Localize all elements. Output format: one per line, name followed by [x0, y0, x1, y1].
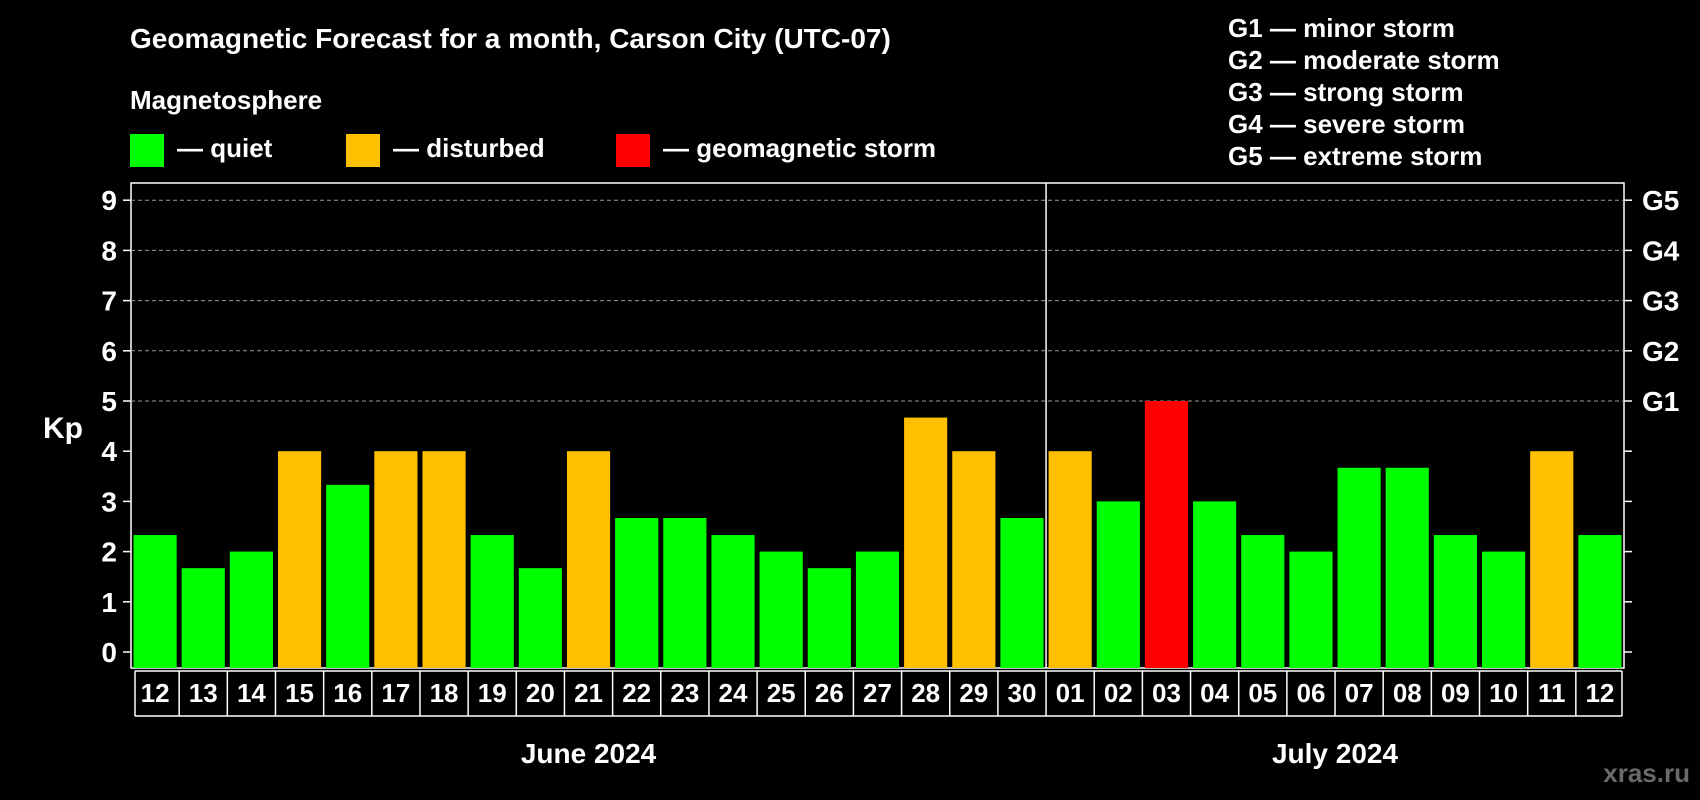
bar-quiet: [1433, 535, 1478, 668]
bar-disturbed: [422, 451, 466, 668]
right-tick-label-g1: G1: [1642, 386, 1679, 417]
legend-label-storm: — geomagnetic storm: [663, 133, 936, 163]
x-tick-label: 24: [719, 678, 748, 708]
bar-quiet: [1193, 501, 1237, 668]
y-tick-label: 2: [101, 537, 117, 568]
bar-quiet: [1337, 467, 1381, 668]
legend: — quiet — disturbed — geomagnetic storm: [130, 133, 936, 167]
x-tick-label: 09: [1441, 678, 1470, 708]
y-tick-label: 7: [101, 286, 117, 317]
legend-title: Magnetosphere: [130, 85, 322, 115]
y-tick-label: 0: [101, 637, 117, 668]
x-tick-label: 07: [1345, 678, 1374, 708]
legend-swatch-quiet: [130, 134, 164, 167]
y-tick-label: 5: [101, 386, 117, 417]
x-tick-label: 23: [670, 678, 699, 708]
x-tick-label: 26: [815, 678, 844, 708]
y-tick-label: 4: [101, 436, 117, 467]
storm-scale-g2: G2 — moderate storm: [1228, 45, 1500, 75]
x-tick-label: 12: [141, 678, 170, 708]
x-tick-label: 18: [430, 678, 459, 708]
bar-quiet: [1289, 551, 1333, 668]
bar-disturbed: [374, 451, 418, 668]
x-tick-label: 15: [285, 678, 314, 708]
x-tick-label: 10: [1489, 678, 1518, 708]
bar-disturbed: [952, 451, 996, 668]
legend-label-disturbed: — disturbed: [393, 133, 545, 163]
bar-disturbed: [566, 451, 611, 668]
y-tick-label: 3: [101, 486, 117, 517]
storm-scale-g5: G5 — extreme storm: [1228, 141, 1482, 171]
bar-disturbed: [1530, 451, 1574, 668]
y-tick-label: 6: [101, 336, 117, 367]
x-tick-label: 19: [478, 678, 507, 708]
storm-scale-g1: G1 — minor storm: [1228, 13, 1455, 43]
bar-quiet: [855, 551, 900, 668]
x-tick-label: 21: [574, 678, 603, 708]
x-tick-label: 14: [237, 678, 266, 708]
y-axis-label: Kp: [43, 412, 83, 445]
right-tick-label-g4: G4: [1642, 235, 1680, 266]
month-label: June 2024: [521, 738, 657, 769]
storm-scale-g3: G3 — strong storm: [1228, 77, 1463, 107]
legend-label-quiet: — quiet: [177, 133, 273, 163]
x-tick-label: 04: [1200, 678, 1229, 708]
x-tick-label: 30: [1008, 678, 1037, 708]
y-tick-label: 8: [101, 235, 117, 266]
bar-quiet: [615, 517, 659, 668]
x-tick-label: 05: [1248, 678, 1277, 708]
bar-quiet: [1096, 501, 1140, 668]
x-tick-label: 16: [333, 678, 362, 708]
bar-quiet: [1000, 517, 1044, 668]
right-tick-label-g5: G5: [1642, 185, 1679, 216]
bar-quiet: [133, 535, 177, 668]
bar-quiet: [663, 517, 707, 668]
bar-quiet: [1385, 467, 1429, 668]
x-tick-label: 25: [767, 678, 796, 708]
bar-storm: [1144, 401, 1189, 668]
x-tick-label: 03: [1152, 678, 1181, 708]
storm-scale-g4: G4 — severe storm: [1228, 109, 1465, 139]
bar-quiet: [807, 568, 851, 668]
watermark: xras.ru: [1603, 758, 1690, 788]
bar-quiet: [470, 535, 514, 668]
bar-quiet: [181, 568, 225, 668]
bar-quiet: [1482, 551, 1526, 668]
x-tick-label: 11: [1538, 678, 1566, 708]
x-tick-label: 01: [1056, 678, 1085, 708]
bar-quiet: [1578, 535, 1622, 668]
legend-swatch-disturbed: [346, 134, 380, 167]
x-tick-label: 17: [381, 678, 410, 708]
x-tick-label: 28: [911, 678, 940, 708]
bar-quiet: [759, 551, 803, 668]
bar-quiet: [229, 551, 273, 668]
bar-disturbed: [1048, 451, 1092, 668]
x-tick-label: 12: [1585, 678, 1614, 708]
y-tick-label: 9: [101, 185, 117, 216]
bar-quiet: [326, 484, 370, 668]
x-tick-label: 22: [622, 678, 651, 708]
month-label: July 2024: [1272, 738, 1399, 769]
x-tick-label: 20: [526, 678, 555, 708]
bar-quiet: [1241, 535, 1285, 668]
right-tick-label-g3: G3: [1642, 286, 1679, 317]
bar-disturbed: [904, 417, 948, 668]
x-tick-label: 13: [189, 678, 218, 708]
bar-quiet: [711, 535, 755, 668]
x-tick-label: 02: [1104, 678, 1133, 708]
x-tick-label: 06: [1296, 678, 1325, 708]
bar-disturbed: [277, 451, 322, 668]
x-tick-label: 29: [959, 678, 988, 708]
y-tick-label: 1: [101, 587, 117, 618]
bar-quiet: [518, 568, 562, 668]
x-tick-label: 08: [1393, 678, 1422, 708]
legend-swatch-storm: [616, 134, 650, 167]
chart-title: Geomagnetic Forecast for a month, Carson…: [130, 23, 891, 54]
right-tick-label-g2: G2: [1642, 336, 1679, 367]
x-tick-label: 27: [863, 678, 892, 708]
